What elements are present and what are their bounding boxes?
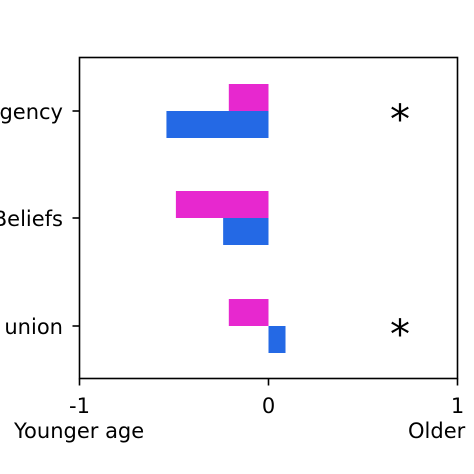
x-axis: -1 0 1	[69, 378, 464, 418]
bar-beliefs-series-2	[223, 218, 269, 245]
x-tick-label: -1	[69, 394, 90, 418]
bar-union-series-1	[228, 299, 269, 326]
y-tick-label-gency: gency	[0, 100, 63, 124]
x-left-end-label: Younger age	[13, 419, 144, 443]
x-tick-label: 0	[262, 394, 275, 418]
x-tick-label: 1	[451, 394, 464, 418]
bars	[166, 84, 286, 353]
bar-gency-series-2	[166, 111, 269, 138]
bar-beliefs-series-1	[175, 191, 269, 218]
y-axis: gency Beliefs union	[0, 100, 80, 339]
significance-markers: **	[390, 97, 410, 358]
bar-gency-series-1	[228, 84, 269, 111]
bar-union-series-2	[268, 326, 286, 353]
x-right-end-label: Older	[408, 419, 466, 443]
significance-marker-union: *	[390, 312, 410, 358]
significance-marker-gency: *	[390, 97, 410, 143]
y-tick-label-beliefs: Beliefs	[0, 207, 63, 231]
y-tick-label-union: union	[4, 315, 63, 339]
